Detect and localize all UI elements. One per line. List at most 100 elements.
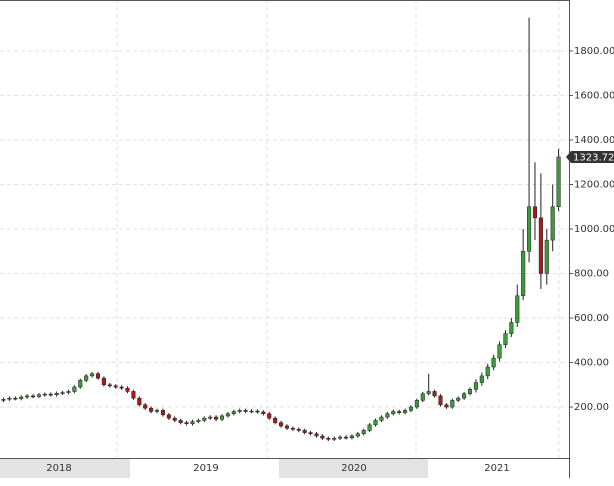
candle-body: [420, 393, 425, 401]
candle-body: [278, 422, 284, 427]
candle-body: [296, 429, 301, 431]
candle-body: [426, 391, 431, 394]
candle-body: [267, 413, 272, 419]
candle-body: [408, 406, 414, 411]
candle-body: [273, 417, 278, 423]
candle-body: [19, 396, 24, 399]
candle-body: [154, 410, 160, 412]
candle-body: [544, 239, 549, 274]
candle-body: [184, 422, 189, 424]
candle-body: [219, 415, 225, 420]
candle-body: [131, 391, 136, 399]
y-tick-label: 600.00: [574, 313, 609, 324]
candle-body: [456, 397, 461, 401]
candle-body: [160, 410, 165, 416]
candle-body: [36, 394, 41, 397]
candle-body: [485, 366, 490, 377]
candle-body: [467, 388, 473, 394]
candle-body: [214, 416, 219, 420]
candle-body: [13, 397, 18, 400]
candle-body: [119, 386, 124, 389]
y-tick-label: 400.00: [574, 358, 609, 369]
candle-body: [532, 206, 538, 219]
x-tick-label: 2018: [46, 463, 71, 474]
year-band: [0, 459, 130, 478]
candle-body: [255, 410, 260, 413]
candle-body: [462, 393, 467, 399]
candle-body: [314, 433, 319, 437]
candle-body: [196, 420, 201, 422]
y-tick-label: 1200.00: [574, 179, 614, 190]
candle-body: [556, 156, 561, 207]
candle-body: [7, 397, 12, 400]
candle-body: [178, 420, 183, 423]
candle-body: [302, 430, 307, 433]
candle-body: [48, 393, 53, 396]
candle-body: [308, 432, 313, 434]
x-tick-label: 2021: [484, 463, 509, 474]
candle-body: [355, 433, 360, 437]
candle-body: [450, 400, 455, 408]
candle-body: [379, 416, 384, 421]
candle-body: [243, 410, 248, 412]
candle-body: [143, 404, 148, 409]
candle-body: [538, 217, 543, 274]
x-tick-label: 2020: [341, 463, 366, 474]
candle-body: [373, 420, 378, 426]
candle-body: [367, 424, 372, 431]
vertical-grid: [116, 0, 560, 458]
candle-body: [338, 436, 343, 439]
candle-body: [84, 375, 89, 381]
candle-body: [509, 322, 514, 334]
candle-body: [1, 398, 6, 401]
year-band: [279, 459, 428, 478]
y-tick-label: 1800.00: [574, 46, 614, 57]
candle-body: [290, 427, 295, 430]
candle-body: [237, 410, 242, 412]
candle-body: [403, 410, 408, 413]
candle-body: [202, 417, 207, 421]
candle-body: [66, 391, 71, 393]
candle-body: [208, 416, 213, 419]
y-tick-label: 1000.00: [574, 224, 614, 235]
candle-body: [550, 206, 555, 241]
y-tick-label: 1600.00: [574, 90, 614, 101]
candle-body: [107, 384, 112, 387]
candle-body: [397, 411, 402, 413]
candle-body: [30, 395, 36, 398]
candle-body: [497, 344, 502, 359]
candle-body: [414, 400, 419, 408]
candle-body: [515, 295, 520, 323]
candle-body: [190, 421, 195, 424]
candle-body: [54, 392, 59, 396]
x-tick-label: 2019: [193, 463, 218, 474]
candle-body: [225, 413, 230, 417]
candle-body: [101, 377, 106, 386]
candle-body: [42, 393, 47, 396]
candle-body: [72, 386, 77, 392]
last-price-box: [566, 150, 614, 163]
candle-body: [90, 373, 95, 377]
candle-body: [326, 437, 331, 440]
candle-body: [444, 404, 449, 408]
candle-body: [438, 395, 443, 406]
candle-body: [95, 373, 101, 379]
y-tick-label: 1400.00: [574, 135, 614, 146]
candle-body: [332, 437, 337, 440]
candle-body: [391, 411, 396, 414]
candle-body: [479, 375, 484, 383]
candle-body: [113, 385, 118, 388]
candle-body: [432, 391, 437, 397]
candle-body: [343, 436, 349, 439]
candle-body: [349, 435, 354, 438]
candle-body: [78, 380, 83, 388]
candle-body: [473, 382, 478, 390]
candle-body: [491, 357, 496, 368]
candle-body: [261, 411, 266, 414]
candle-body: [284, 425, 290, 429]
candle-body: [231, 411, 236, 414]
candle-body: [60, 392, 65, 394]
candle-body: [527, 206, 532, 252]
